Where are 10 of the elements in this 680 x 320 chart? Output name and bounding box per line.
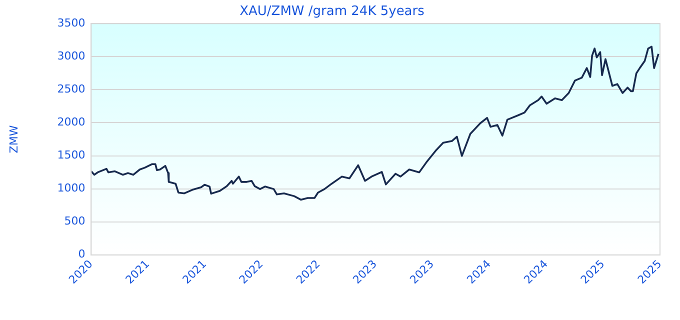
y-tick-label: 500 — [64, 214, 86, 228]
y-tick-label: 3000 — [57, 50, 86, 62]
y-tick-label: 2000 — [57, 116, 86, 129]
y-tick-label: 0 — [78, 248, 86, 261]
y-tick-label: 1000 — [57, 182, 86, 195]
y-tick-label: 2500 — [57, 82, 86, 96]
y-tick-label: 1500 — [57, 148, 86, 162]
chart-title: XAU/ZMW /gram 24K 5years — [240, 4, 425, 20]
y-tick-label: 3500 — [57, 16, 86, 30]
y-axis-title: ZMW — [7, 125, 20, 154]
